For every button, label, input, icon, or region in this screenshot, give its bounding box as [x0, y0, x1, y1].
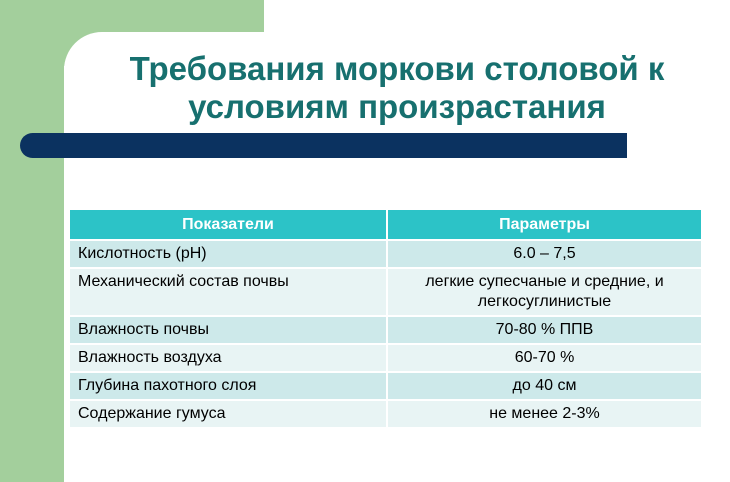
table-row: Влажность воздуха 60-70 % [70, 343, 701, 372]
row-value: легкие супесчаные и средние, и легкосугл… [387, 267, 701, 316]
header-indicators: Показатели [70, 210, 388, 240]
table-row: Влажность почвы 70-80 % ППВ [70, 315, 701, 344]
row-param: Кислотность (рН) [70, 239, 388, 268]
requirements-table: Показатели Параметры Кислотность (рН) 6.… [70, 210, 701, 427]
table-row: Механический состав почвы легкие супесча… [70, 267, 701, 316]
decorative-navy-bar [20, 133, 627, 158]
row-value: 60-70 % [387, 343, 701, 372]
table-row: Кислотность (рН) 6.0 – 7,5 [70, 239, 701, 268]
slide-title: Требования моркови столовой к условиям п… [64, 50, 730, 126]
row-value-line-2: легкосуглинистые [477, 293, 612, 310]
row-value: до 40 см [387, 371, 701, 400]
table-header-row: Показатели Параметры [70, 210, 701, 240]
row-value: не менее 2-3% [387, 399, 701, 427]
header-parameters: Параметры [387, 210, 701, 240]
row-param: Глубина пахотного слоя [70, 371, 388, 400]
table-row: Глубина пахотного слоя до 40 см [70, 371, 701, 400]
row-value: 6.0 – 7,5 [387, 239, 701, 268]
row-param: Влажность почвы [70, 315, 388, 344]
row-value: 70-80 % ППВ [387, 315, 701, 344]
title-line-2: условиям произрастания [188, 88, 606, 125]
row-value-line-1: легкие супесчаные и средние, и [425, 273, 664, 290]
title-line-1: Требования моркови столовой к [129, 50, 665, 87]
row-param: Влажность воздуха [70, 343, 388, 372]
row-param: Содержание гумуса [70, 399, 388, 427]
row-param: Механический состав почвы [70, 267, 388, 316]
decorative-green-sidebar [0, 0, 64, 482]
table-row: Содержание гумуса не менее 2-3% [70, 399, 701, 427]
